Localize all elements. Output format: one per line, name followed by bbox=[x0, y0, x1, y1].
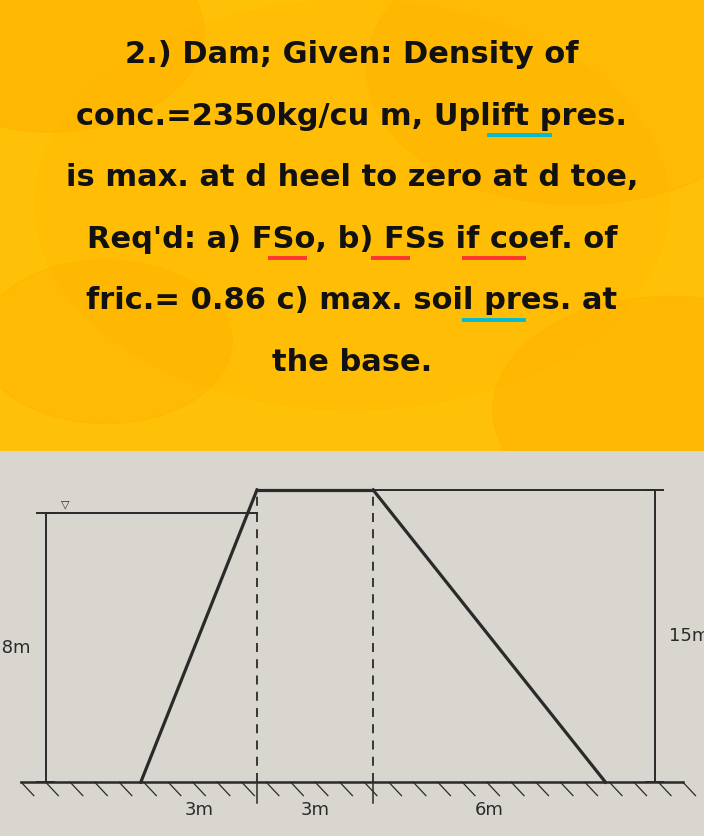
Circle shape bbox=[0, 260, 232, 424]
Text: conc.=2350kg/cu m, Uplift pres.: conc.=2350kg/cu m, Uplift pres. bbox=[77, 102, 627, 130]
Circle shape bbox=[366, 0, 704, 205]
FancyBboxPatch shape bbox=[0, 446, 704, 836]
FancyBboxPatch shape bbox=[0, 0, 704, 462]
Text: Req'd: a) FSo, b) FSs if coef. of: Req'd: a) FSo, b) FSs if coef. of bbox=[87, 225, 617, 253]
Circle shape bbox=[35, 0, 669, 410]
Text: 3m: 3m bbox=[184, 801, 213, 818]
Text: 13.8m: 13.8m bbox=[0, 639, 30, 657]
Text: 6m: 6m bbox=[474, 801, 504, 818]
Text: ▽: ▽ bbox=[61, 499, 70, 509]
Text: fric.= 0.86 c) max. soil pres. at: fric.= 0.86 c) max. soil pres. at bbox=[87, 286, 617, 315]
Text: the base.: the base. bbox=[272, 348, 432, 377]
Text: is max. at d heel to zero at d toe,: is max. at d heel to zero at d toe, bbox=[65, 163, 639, 192]
Circle shape bbox=[493, 296, 704, 524]
Text: 2.) Dam; Given: Density of: 2.) Dam; Given: Density of bbox=[125, 40, 579, 69]
Text: 15m: 15m bbox=[669, 627, 704, 645]
Circle shape bbox=[0, 0, 204, 132]
Text: 3m: 3m bbox=[301, 801, 329, 818]
